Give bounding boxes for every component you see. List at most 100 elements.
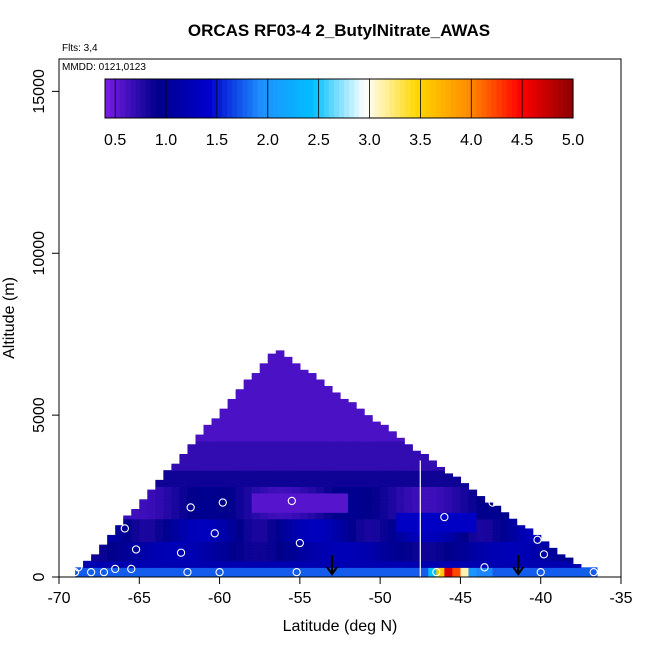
field-cell	[187, 528, 197, 533]
field-cell	[315, 421, 325, 426]
field-cell	[404, 447, 413, 452]
field-cell	[428, 528, 437, 533]
field-cell	[340, 411, 349, 416]
field-cell	[291, 479, 301, 484]
field-cell	[492, 551, 502, 555]
field-cell	[187, 534, 197, 539]
field-cell	[259, 547, 269, 552]
field-cell	[251, 441, 261, 445]
field-cell	[259, 398, 269, 403]
field-cell	[532, 534, 542, 539]
field-cell	[267, 496, 277, 500]
field-cell	[147, 554, 156, 559]
field-cell	[540, 547, 550, 552]
field-cell	[259, 450, 269, 455]
field-cell	[372, 521, 381, 526]
field-cell	[404, 538, 413, 542]
field-cell	[155, 486, 164, 491]
field-cell	[380, 528, 389, 533]
field-cell	[404, 509, 413, 513]
field-cell	[372, 547, 381, 552]
field-cell	[195, 534, 205, 539]
field-cell	[275, 557, 285, 562]
field-cell	[235, 489, 245, 494]
field-cell	[243, 492, 253, 497]
field-cell	[315, 544, 325, 549]
field-cell	[323, 557, 333, 562]
field-cell	[299, 560, 309, 565]
field-cell	[227, 525, 237, 530]
field-cell	[235, 466, 245, 471]
field-cell	[331, 489, 341, 494]
field-cell	[227, 489, 237, 494]
field-cell	[227, 460, 237, 465]
field-cell	[171, 531, 181, 536]
field-cell	[131, 525, 140, 530]
field-cell	[267, 398, 277, 403]
field-cell	[251, 492, 261, 497]
field-cell	[267, 356, 277, 361]
field-cell	[179, 479, 189, 484]
field-cell	[452, 521, 462, 526]
field-cell	[315, 512, 325, 517]
field-cell	[364, 534, 373, 539]
field-cell	[356, 483, 365, 487]
field-cell	[227, 564, 237, 568]
field-cell	[291, 567, 301, 572]
field-cell	[291, 476, 301, 481]
field-cell	[243, 541, 253, 546]
field-cell	[243, 502, 253, 507]
field-cell	[291, 564, 301, 568]
field-cell	[227, 534, 237, 539]
colorbar-swatch	[344, 79, 350, 118]
field-cell	[356, 567, 365, 572]
field-cell	[428, 531, 437, 536]
field-cell	[428, 521, 437, 526]
field-cell	[179, 499, 189, 504]
colorbar-swatch	[354, 79, 360, 118]
field-cell	[243, 528, 253, 533]
field-cell	[283, 389, 293, 394]
field-cell	[452, 505, 462, 510]
field-cell	[444, 541, 453, 546]
field-cell	[259, 470, 269, 474]
field-cell	[452, 489, 462, 494]
colorbar-tick-label: 4.0	[460, 132, 482, 149]
field-cell	[251, 567, 261, 572]
field-cell	[460, 560, 470, 565]
field-cell	[235, 444, 245, 449]
field-cell	[315, 398, 325, 403]
colorbar-swatch	[547, 79, 554, 118]
field-cell	[452, 479, 462, 484]
field-cell	[404, 479, 413, 484]
field-cell	[235, 505, 245, 510]
field-cell	[291, 385, 301, 390]
field-cell	[331, 496, 341, 500]
field-cell	[484, 525, 494, 530]
field-cell	[115, 534, 124, 539]
field-cell	[195, 502, 205, 507]
field-cell	[107, 557, 116, 562]
field-cell	[187, 544, 197, 549]
field-cell	[340, 444, 349, 449]
field-cell	[307, 489, 317, 494]
field-cell	[460, 573, 470, 577]
field-cell	[372, 531, 381, 536]
field-cell	[307, 531, 317, 536]
field-cell	[307, 441, 317, 445]
field-cell	[195, 547, 205, 552]
field-cell	[331, 564, 341, 568]
field-cell	[364, 437, 373, 442]
field-cell	[115, 538, 124, 542]
field-cell	[452, 502, 462, 507]
field-cell	[275, 463, 285, 468]
colorbar-swatch	[532, 79, 538, 118]
field-cell	[348, 560, 357, 565]
field-cell	[396, 492, 405, 497]
field-cell	[420, 547, 429, 552]
field-cell	[235, 531, 245, 536]
field-cell	[307, 534, 317, 539]
field-cell	[388, 460, 397, 465]
field-cell	[315, 392, 325, 397]
field-cell	[356, 573, 365, 577]
